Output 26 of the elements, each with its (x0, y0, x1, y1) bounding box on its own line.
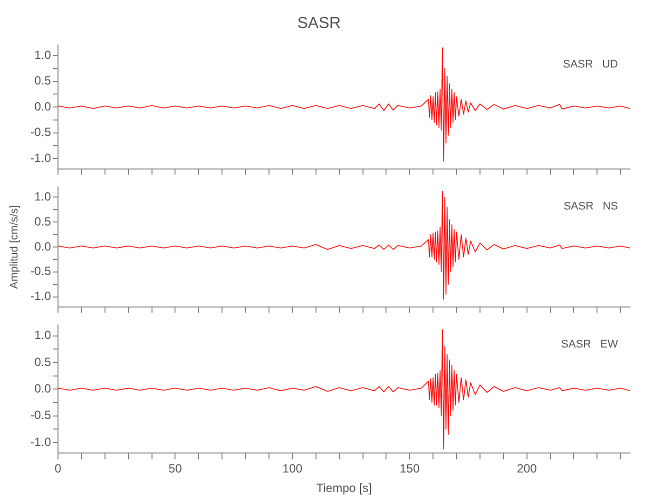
y-axis-title: Amplitud [cm/s/s] (8, 205, 21, 289)
x-tick-label: 150 (400, 462, 420, 476)
y-tick-label: 0.5 (34, 354, 52, 369)
y-tick-label: -0.5 (30, 264, 52, 278)
y-tick-label: 0.5 (34, 214, 52, 228)
y-tick-label: -0.5 (30, 125, 52, 140)
chart-title: SASR (297, 15, 341, 32)
x-tick-label: 50 (168, 462, 182, 476)
y-tick-label: -1.0 (30, 150, 52, 165)
y-tick-label: 1.0 (34, 328, 52, 342)
x-axis-title: Tiempo [s] (316, 481, 372, 496)
y-tick-label: 0.0 (34, 239, 52, 254)
annotation: SASR UD (562, 58, 618, 71)
y-tick-label: 0.0 (34, 382, 52, 396)
y-tick-label: -1.0 (30, 289, 52, 304)
y-tick-label: 1.0 (34, 189, 52, 204)
y-tick-label: -1.0 (30, 434, 52, 449)
y-tick-label: 1.0 (34, 48, 52, 62)
x-tick-label: 0 (54, 462, 62, 476)
x-tick-label: 200 (516, 462, 538, 476)
y-tick-label: -0.5 (30, 408, 52, 422)
annotation: SASR NS (564, 200, 618, 213)
x-tick-label: 100 (282, 462, 303, 476)
annotation: SASR EW (561, 338, 619, 351)
y-tick-label: 0.0 (34, 99, 52, 114)
y-tick-label: 0.5 (34, 74, 52, 88)
